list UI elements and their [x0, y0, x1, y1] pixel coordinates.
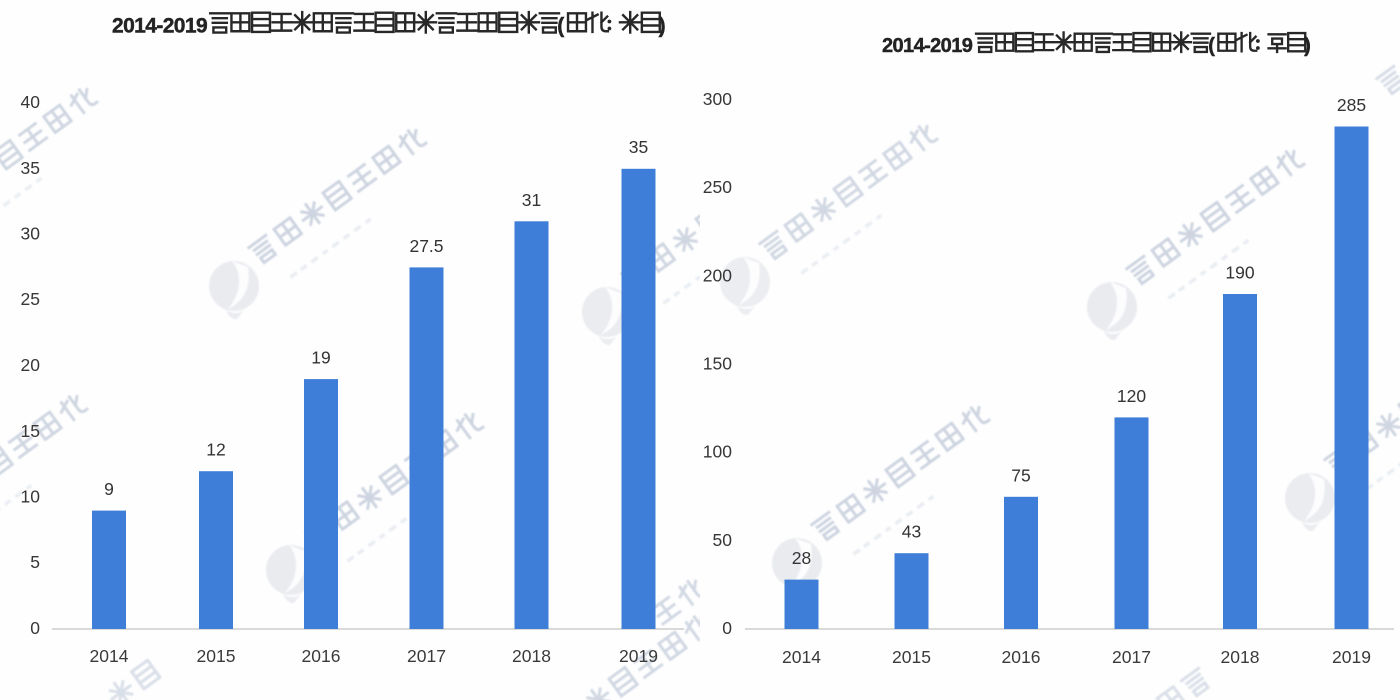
svg-text:2014-2019: 2014-2019 [112, 15, 207, 38]
svg-text:): ) [659, 15, 666, 38]
svg-text:2017: 2017 [407, 646, 446, 666]
svg-text:50: 50 [713, 530, 733, 550]
svg-text:(: ( [557, 15, 564, 38]
svg-text:15: 15 [21, 421, 40, 441]
svg-text:35: 35 [21, 158, 40, 178]
svg-text:28: 28 [792, 548, 811, 568]
svg-text:300: 300 [703, 89, 732, 109]
svg-text:75: 75 [1011, 465, 1030, 485]
svg-text:2019: 2019 [619, 646, 658, 666]
svg-text:2016: 2016 [1002, 647, 1041, 667]
svg-text:2018: 2018 [1221, 647, 1260, 667]
svg-text:9: 9 [104, 479, 114, 499]
svg-text:2015: 2015 [892, 647, 931, 667]
svg-text:0: 0 [722, 618, 732, 638]
svg-text:(: ( [1208, 35, 1215, 57]
svg-text:2014-2019: 2014-2019 [882, 35, 973, 57]
svg-text:20: 20 [21, 355, 41, 375]
svg-text:0: 0 [30, 618, 40, 638]
svg-text:10: 10 [21, 487, 41, 507]
svg-text:25: 25 [21, 289, 40, 309]
svg-text:250: 250 [703, 177, 732, 197]
svg-text:40: 40 [21, 92, 41, 112]
svg-text:100: 100 [703, 442, 732, 462]
svg-text:200: 200 [703, 265, 732, 285]
svg-text:150: 150 [703, 354, 732, 374]
svg-text:19: 19 [311, 348, 330, 368]
svg-text:31: 31 [522, 190, 541, 210]
svg-text:): ) [1304, 35, 1311, 57]
svg-text:2014: 2014 [90, 646, 129, 666]
svg-text:120: 120 [1117, 386, 1146, 406]
svg-text:2018: 2018 [512, 646, 551, 666]
svg-text:43: 43 [902, 522, 921, 542]
svg-text:12: 12 [206, 440, 225, 460]
svg-text:5: 5 [30, 552, 40, 572]
svg-text:190: 190 [1225, 263, 1254, 283]
svg-text:2019: 2019 [1332, 647, 1371, 667]
svg-text:35: 35 [629, 137, 648, 157]
svg-text:27.5: 27.5 [409, 236, 443, 256]
svg-text:2014: 2014 [782, 647, 821, 667]
svg-text:30: 30 [21, 224, 41, 244]
svg-text:285: 285 [1337, 95, 1366, 115]
svg-text:2016: 2016 [302, 646, 341, 666]
svg-text:2017: 2017 [1112, 647, 1151, 667]
svg-text:2015: 2015 [197, 646, 236, 666]
